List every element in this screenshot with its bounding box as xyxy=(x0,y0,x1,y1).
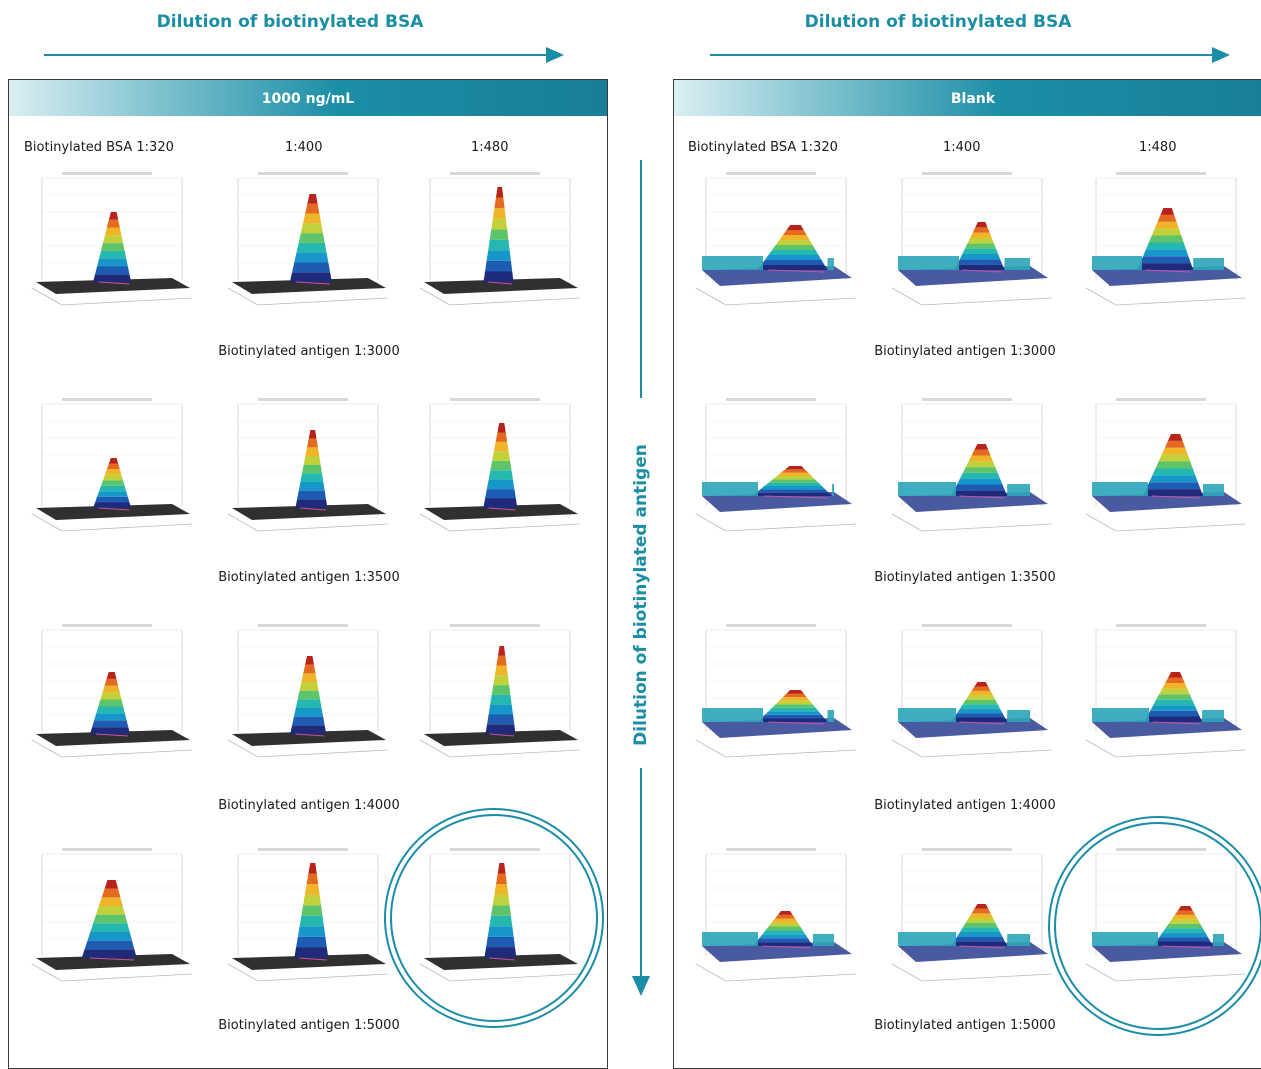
row-label: Biotinylated antigen 1:4000 xyxy=(874,798,1056,813)
surface-plot-thumbnail xyxy=(1076,622,1256,777)
surface-plot-thumbnail xyxy=(410,170,590,325)
row-label: Biotinylated antigen 1:5000 xyxy=(874,1018,1056,1033)
surface-plot-thumbnail xyxy=(22,170,202,325)
surface-plot-thumbnail xyxy=(218,396,398,551)
surface-plot-thumbnail xyxy=(410,622,590,777)
highlight-circle-left xyxy=(384,808,604,1028)
surface-plot-thumbnail xyxy=(22,622,202,777)
row-label: Biotinylated antigen 1:5000 xyxy=(218,1018,400,1033)
surface-plot-thumbnail xyxy=(22,396,202,551)
column-label: 1:480 xyxy=(471,140,509,155)
highlight-circle-right xyxy=(1048,816,1261,1036)
vertical-arrowhead xyxy=(632,976,650,1000)
left-top-title: Dilution of biotinylated BSA xyxy=(156,12,424,32)
surface-plot-thumbnail xyxy=(882,846,1062,1001)
left-horizontal-arrow xyxy=(44,46,564,64)
vertical-line-lower xyxy=(640,768,642,978)
row-label: Biotinylated antigen 1:4000 xyxy=(218,798,400,813)
surface-plot-thumbnail xyxy=(882,170,1062,325)
panel-header: 1000 ng/mL xyxy=(9,80,607,116)
surface-plot-thumbnail xyxy=(686,170,866,325)
surface-plot-thumbnail xyxy=(1076,396,1256,551)
surface-plot-thumbnail xyxy=(410,396,590,551)
right-top-title: Dilution of biotinylated BSA xyxy=(804,12,1072,32)
surface-plot-thumbnail xyxy=(1076,170,1256,325)
vertical-line-upper xyxy=(640,160,642,398)
surface-plot-thumbnail xyxy=(686,396,866,551)
panel-header: Blank xyxy=(674,80,1261,116)
surface-plot-thumbnail xyxy=(882,396,1062,551)
column-label: 1:400 xyxy=(943,140,981,155)
surface-plot-thumbnail xyxy=(882,622,1062,777)
surface-plot-thumbnail xyxy=(218,622,398,777)
surface-plot-thumbnail xyxy=(218,846,398,1001)
surface-plot-thumbnail xyxy=(686,846,866,1001)
surface-plot-thumbnail xyxy=(686,622,866,777)
row-label: Biotinylated antigen 1:3500 xyxy=(874,570,1056,585)
row-label: Biotinylated antigen 1:3000 xyxy=(218,344,400,359)
row-label: Biotinylated antigen 1:3000 xyxy=(874,344,1056,359)
highlight-circle-right-inner xyxy=(1054,822,1261,1030)
column-label: Biotinylated BSA 1:320 xyxy=(688,140,838,155)
surface-plot-thumbnail xyxy=(218,170,398,325)
column-label: 1:400 xyxy=(285,140,323,155)
column-label: 1:480 xyxy=(1139,140,1177,155)
surface-plot-thumbnail xyxy=(22,846,202,1001)
highlight-circle-left-inner xyxy=(390,814,598,1022)
row-label: Biotinylated antigen 1:3500 xyxy=(218,570,400,585)
column-label: Biotinylated BSA 1:320 xyxy=(24,140,174,155)
vertical-label-text: Dilution of biotinylated antigen xyxy=(631,444,651,746)
right-horizontal-arrow xyxy=(710,46,1230,64)
